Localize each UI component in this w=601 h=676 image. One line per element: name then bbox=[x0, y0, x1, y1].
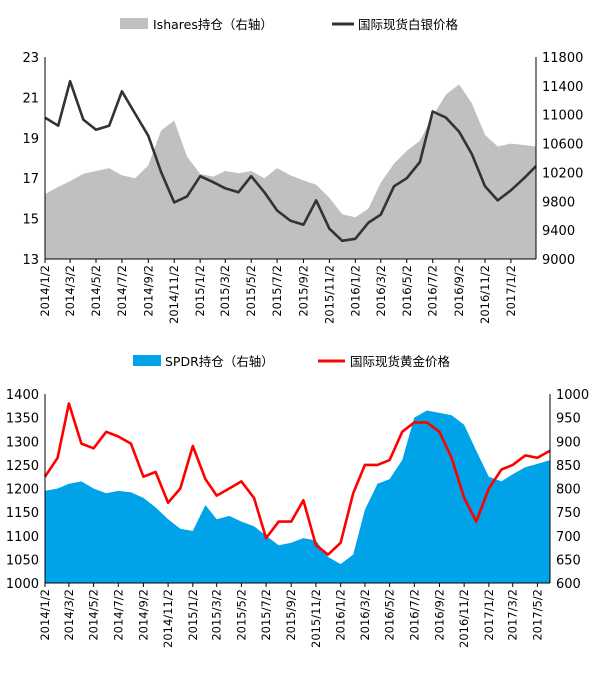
x-tick-label: 2015/5/2 bbox=[234, 589, 248, 641]
x-tick-label: 2014/9/2 bbox=[136, 589, 150, 641]
chart-1: Ishares持仓（右轴） 国际现货白银价格 23 21 19 17 15 13 11800 11… bbox=[22, 17, 583, 324]
legend-swatch-area bbox=[120, 18, 148, 29]
chart-separator bbox=[0, 337, 601, 347]
y-left-tick-label: 1200 bbox=[6, 483, 39, 498]
legend-label: 国际现货黄金价格 bbox=[350, 354, 451, 369]
y-right-tick-label: 9800 bbox=[542, 195, 575, 210]
y-right-tick-label: 11400 bbox=[542, 80, 583, 95]
y-right-tick-label: 650 bbox=[556, 553, 581, 568]
x-tick-label: 2016/11/2 bbox=[478, 265, 492, 324]
y-left-tick-label: 1350 bbox=[6, 412, 39, 427]
x-tick-label: 2015/7/2 bbox=[259, 589, 273, 641]
y-right-tick-label: 11800 bbox=[542, 51, 583, 66]
y-right-tick-label: 700 bbox=[556, 530, 581, 545]
x-tick-label: 2014/1/2 bbox=[38, 265, 52, 317]
x-tick-label: 2016/11/2 bbox=[457, 589, 471, 648]
x-tick-label: 2017/1/2 bbox=[482, 589, 496, 641]
x-tick-label: 2017/3/2 bbox=[506, 589, 520, 641]
legend-label: Ishares持仓（右轴） bbox=[153, 17, 273, 32]
x-tick-label: 2014/5/2 bbox=[89, 265, 103, 317]
y-right-tick-label: 11000 bbox=[542, 109, 583, 124]
y-left-tick-label: 1250 bbox=[6, 459, 39, 474]
series-line bbox=[44, 79, 537, 243]
x-tick-label: 2016/7/2 bbox=[407, 589, 421, 641]
x-tick-label: 2017/1/2 bbox=[504, 265, 518, 317]
series-line bbox=[43, 402, 551, 556]
y-left-tick-label: 1400 bbox=[6, 388, 39, 403]
x-tick-label: 2016/9/2 bbox=[452, 265, 466, 317]
y-right-tick-label: 10600 bbox=[542, 138, 583, 153]
y-left-tick-label: 1300 bbox=[6, 435, 39, 450]
series-area bbox=[45, 84, 536, 260]
legend: SPDR持仓（右轴） 国际现货黄金价格 bbox=[133, 354, 451, 369]
y-left-tick-label: 1000 bbox=[6, 577, 39, 592]
x-tick-label: 2015/11/2 bbox=[322, 265, 336, 324]
x-tick-label: 2016/7/2 bbox=[426, 265, 440, 317]
x-tick-label: 2014/7/2 bbox=[111, 589, 125, 641]
y-right-tick-label: 850 bbox=[556, 459, 581, 474]
y-right-tick-label: 750 bbox=[556, 506, 581, 521]
x-tick-label: 2015/11/2 bbox=[309, 589, 323, 648]
legend-label: 国际现货白银价格 bbox=[358, 17, 459, 32]
legend-swatch-area bbox=[133, 355, 161, 366]
y-left-tick-label: 1100 bbox=[6, 530, 39, 545]
x-tick-label: 2014/9/2 bbox=[141, 265, 155, 317]
y-right-tick-label: 800 bbox=[556, 483, 581, 498]
x-tick-label: 2016/3/2 bbox=[374, 265, 388, 317]
y-left-tick-label: 19 bbox=[22, 132, 39, 147]
y-right-tick-label: 600 bbox=[556, 577, 581, 592]
x-tick-label: 2016/5/2 bbox=[383, 589, 397, 641]
x-tick-label: 2014/11/2 bbox=[167, 265, 181, 324]
y-right-tick-label: 1000 bbox=[556, 388, 589, 403]
x-tick-label: 2014/5/2 bbox=[87, 589, 101, 641]
x-tick-label: 2016/3/2 bbox=[358, 589, 372, 641]
x-tick-label: 2016/1/2 bbox=[334, 589, 348, 641]
x-tick-label: 2017/5/2 bbox=[530, 589, 544, 641]
x-tick-label: 2016/1/2 bbox=[348, 265, 362, 317]
x-tick-label: 2014/3/2 bbox=[62, 589, 76, 641]
x-tick-label: 2014/1/2 bbox=[38, 589, 52, 641]
x-tick-label: 2015/7/2 bbox=[270, 265, 284, 317]
legend-label: SPDR持仓（右轴） bbox=[165, 354, 274, 369]
legend: Ishares持仓（右轴） 国际现货白银价格 bbox=[120, 17, 459, 32]
y-left-tick-label: 15 bbox=[22, 213, 39, 228]
x-tick-label: 2016/9/2 bbox=[432, 589, 446, 641]
x-tick-label: 2015/1/2 bbox=[193, 265, 207, 317]
y-left-tick-label: 1150 bbox=[6, 506, 39, 521]
series-area bbox=[45, 410, 550, 583]
y-right-tick-label: 10200 bbox=[542, 166, 583, 181]
x-tick-label: 2014/11/2 bbox=[161, 589, 175, 648]
y-right-tick-label: 950 bbox=[556, 412, 581, 427]
y-left-tick-label: 17 bbox=[22, 172, 39, 187]
x-tick-label: 2015/9/2 bbox=[284, 589, 298, 641]
x-tick-label: 2014/7/2 bbox=[115, 265, 129, 317]
x-tick-label: 2016/5/2 bbox=[400, 265, 414, 317]
x-tick-label: 2015/3/2 bbox=[210, 589, 224, 641]
x-tick-label: 2014/3/2 bbox=[63, 265, 77, 317]
x-tick-label: 2015/9/2 bbox=[297, 265, 311, 317]
y-right-tick-label: 9000 bbox=[542, 253, 575, 268]
y-right-tick-label: 9400 bbox=[542, 224, 575, 239]
y-left-tick-label: 1050 bbox=[6, 553, 39, 568]
chart-2: SPDR持仓（右轴） 国际现货黄金价格 1400 1350 1300 1250 1200 11… bbox=[6, 354, 589, 648]
y-left-tick-label: 13 bbox=[22, 253, 39, 268]
x-tick-label: 2015/1/2 bbox=[186, 589, 200, 641]
y-left-tick-label: 23 bbox=[22, 51, 39, 66]
y-right-tick-label: 900 bbox=[556, 435, 581, 450]
x-tick-label: 2015/3/2 bbox=[218, 265, 232, 317]
y-left-tick-label: 21 bbox=[22, 91, 39, 106]
x-tick-label: 2015/5/2 bbox=[244, 265, 258, 317]
